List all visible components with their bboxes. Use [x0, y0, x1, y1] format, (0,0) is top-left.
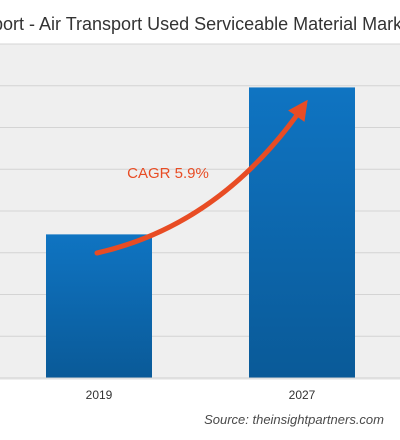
x-tick-labels: 2019 2027	[86, 388, 316, 402]
source-caption: Source: theinsightpartners.com	[204, 412, 384, 427]
growth-arrow	[94, 99, 308, 256]
chart-title-bar: Report - Air Transport Used Serviceable …	[0, 0, 400, 44]
chart-title: Report - Air Transport Used Serviceable …	[0, 14, 400, 34]
bar-2019	[46, 234, 152, 378]
x-tick-label-2027: 2027	[289, 388, 316, 402]
x-tick-label-2019: 2019	[86, 388, 113, 402]
bars	[46, 87, 355, 379]
bar-2027	[249, 87, 355, 379]
cagr-label: CAGR 5.9%	[127, 165, 209, 182]
